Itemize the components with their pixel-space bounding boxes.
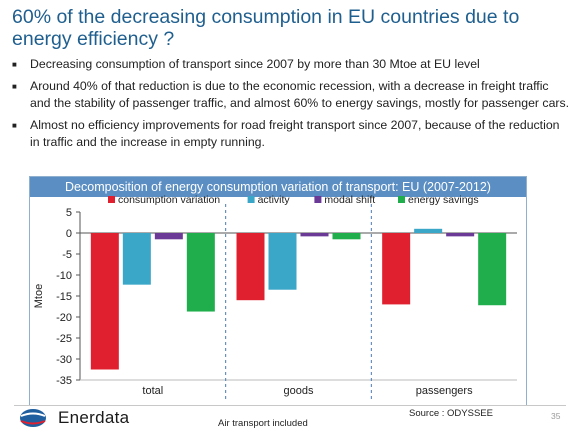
y-tick-label: -5 xyxy=(62,249,72,261)
bar-modal-shift xyxy=(154,233,183,240)
chart-title: Decomposition of energy consumption vari… xyxy=(30,177,526,197)
bullet-item: ■ Decreasing consumption of transport si… xyxy=(12,56,572,73)
bullet-text: Decreasing consumption of transport sinc… xyxy=(30,57,480,71)
legend-swatch xyxy=(398,196,405,203)
chart-panel: Decomposition of energy consumption vari… xyxy=(29,176,527,406)
y-tick-label: -20 xyxy=(56,312,72,324)
bullet-text: Around 40% of that reduction is due to t… xyxy=(30,79,570,110)
y-tick-label: -30 xyxy=(56,354,72,366)
footer-divider xyxy=(14,405,566,406)
bar-modal-shift xyxy=(300,233,329,237)
y-tick-label: 0 xyxy=(66,228,72,240)
globe-logo-icon xyxy=(20,409,46,427)
bar-chart: 5 0 -5 -10 -15 -20 -25 -30 -35 Mtoe total goods pass… xyxy=(33,194,517,400)
x-category-label: total xyxy=(142,385,163,397)
logo-wordmark: Enerdata xyxy=(58,408,130,427)
legend-label: activity xyxy=(258,194,291,206)
square-bullet-icon: ■ xyxy=(12,60,17,69)
bullet-item: ■ Almost no efficiency improvements for … xyxy=(12,117,572,151)
enerdata-logo: Enerdata xyxy=(18,407,130,429)
y-tick-label: -15 xyxy=(56,291,72,303)
bar-modal-shift xyxy=(446,233,475,237)
legend-label: modal shift xyxy=(324,194,375,206)
footnote: Air transport included xyxy=(218,418,308,429)
bullet-text: Almost no efficiency improvements for ro… xyxy=(30,118,560,149)
bar-energy-savings xyxy=(332,233,361,240)
legend-swatch xyxy=(108,196,115,203)
x-category-label: goods xyxy=(284,385,314,397)
bar-activity xyxy=(122,233,151,285)
bar-activity xyxy=(268,233,297,290)
slide-title: 60% of the decreasing consumption in EU … xyxy=(12,6,520,50)
legend-label: consumption variation xyxy=(118,194,220,206)
square-bullet-icon: ■ xyxy=(12,121,17,130)
legend-swatch xyxy=(247,196,255,203)
legend-label: energy savings xyxy=(408,194,479,206)
bar-activity xyxy=(414,228,443,233)
y-axis-label: Mtoe xyxy=(33,284,45,308)
bar-consumption-variation xyxy=(236,233,265,301)
bar-consumption-variation xyxy=(90,233,119,370)
square-bullet-icon: ■ xyxy=(12,82,17,91)
y-tick-label: -35 xyxy=(56,375,72,387)
y-tick-label: 5 xyxy=(66,207,72,219)
bar-consumption-variation xyxy=(382,233,411,305)
bar-energy-savings xyxy=(186,233,215,312)
y-tick-label: -10 xyxy=(56,270,72,282)
legend-swatch xyxy=(314,196,322,203)
bullet-item: ■ Around 40% of that reduction is due to… xyxy=(12,78,572,112)
source-note: Source : ODYSSEE xyxy=(409,408,493,419)
y-tick-label: -25 xyxy=(56,333,72,345)
page-number: 35 xyxy=(551,411,561,421)
bullet-list: ■ Decreasing consumption of transport si… xyxy=(12,56,572,156)
bar-energy-savings xyxy=(478,233,507,306)
x-category-label: passengers xyxy=(416,385,473,397)
